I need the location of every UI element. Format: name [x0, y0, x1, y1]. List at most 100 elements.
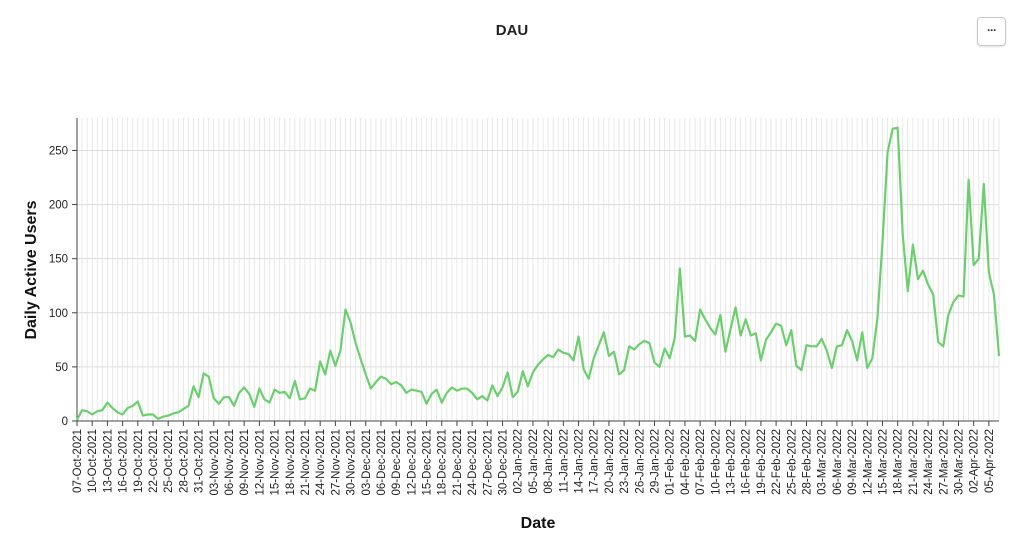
data-point [618, 373, 620, 375]
data-point [669, 357, 671, 359]
data-point [902, 234, 904, 236]
x-tick-label: 13-Oct-2021 [102, 429, 114, 493]
x-tick-label: 08-Jan-2022 [543, 429, 555, 494]
data-point [461, 387, 463, 389]
data-point [562, 352, 564, 354]
data-point [132, 405, 134, 407]
data-point [182, 408, 184, 410]
data-point [557, 348, 559, 350]
data-point [522, 370, 524, 372]
data-point [481, 395, 483, 397]
x-tick-label: 31-Oct-2021 [194, 429, 206, 493]
x-tick-label: 30-Nov-2021 [346, 429, 358, 495]
chart-menu-button[interactable]: ··· [977, 17, 1006, 46]
data-point [734, 306, 736, 308]
y-tick-label: 100 [49, 308, 68, 320]
x-tick-label: 24-Dec-2021 [467, 429, 479, 495]
data-point [593, 357, 595, 359]
data-point [425, 403, 427, 405]
data-point [826, 350, 828, 352]
grid [76, 118, 1000, 422]
data-point [208, 376, 210, 378]
x-tick-label: 25-Feb-2022 [786, 429, 798, 495]
data-point [431, 393, 433, 395]
data-point [810, 345, 812, 347]
data-point [932, 293, 934, 295]
data-point [714, 333, 716, 335]
data-point [973, 264, 975, 266]
data-point [436, 389, 438, 391]
x-tick-label: 19-Feb-2022 [756, 429, 768, 495]
x-tick-label: 06-Nov-2021 [224, 429, 236, 495]
x-tick-label: 15-Nov-2021 [270, 429, 282, 495]
y-axis-label: Daily Active Users [23, 200, 40, 339]
data-point [795, 365, 797, 367]
data-point [365, 373, 367, 375]
data-point [157, 418, 159, 420]
data-point [223, 396, 225, 398]
data-point [491, 384, 493, 386]
x-tick-label: 09-Nov-2021 [239, 429, 251, 495]
data-point [380, 376, 382, 378]
data-point [76, 419, 78, 421]
data-point [360, 358, 362, 360]
x-tick-label: 16-Oct-2021 [118, 429, 130, 493]
data-point [937, 341, 939, 343]
data-point [441, 402, 443, 404]
data-point [339, 350, 341, 352]
data-point [750, 334, 752, 336]
data-point [638, 343, 640, 345]
data-point [324, 373, 326, 375]
data-point [253, 406, 255, 408]
data-point [127, 407, 129, 409]
data-point [121, 413, 123, 415]
data-point [410, 389, 412, 391]
data-point [279, 392, 281, 394]
x-tick-label: 20-Jan-2022 [604, 429, 616, 494]
data-point [704, 318, 706, 320]
x-tick-label: 12-Dec-2021 [406, 429, 418, 495]
data-point [689, 334, 691, 336]
data-point [197, 396, 199, 398]
data-point [532, 371, 534, 373]
more-horizontal-icon: ··· [987, 22, 997, 37]
data-point [922, 269, 924, 271]
data-point [694, 340, 696, 342]
data-point [567, 353, 569, 355]
x-tick-label: 18-Dec-2021 [437, 429, 449, 495]
data-point [983, 183, 985, 185]
x-tick-label: 18-Mar-2022 [893, 429, 905, 495]
x-tick-label: 06-Dec-2021 [376, 429, 388, 495]
data-point [846, 329, 848, 331]
data-point [405, 392, 407, 394]
data-point [886, 152, 888, 154]
chart-title: DAU [495, 22, 529, 39]
data-point [628, 345, 630, 347]
x-tick-label: 02-Apr-2022 [969, 429, 981, 493]
data-point [476, 398, 478, 400]
data-point [385, 378, 387, 380]
x-tick-label: 01-Feb-2022 [665, 429, 677, 495]
data-point [805, 344, 807, 346]
data-point [831, 367, 833, 369]
data-point [512, 396, 514, 398]
x-tick-label: 05-Jan-2022 [528, 429, 540, 494]
data-point [664, 347, 666, 349]
data-point [881, 241, 883, 243]
x-tick-label: 13-Feb-2022 [726, 429, 738, 495]
data-point [770, 331, 772, 333]
data-point [998, 355, 1000, 357]
data-point [238, 392, 240, 394]
data-point [648, 342, 650, 344]
data-point [745, 318, 747, 320]
data-point [866, 367, 868, 369]
data-point [699, 308, 701, 310]
data-point [263, 398, 265, 400]
data-point [106, 402, 108, 404]
x-tick-label: 28-Oct-2021 [178, 429, 190, 493]
data-point [978, 258, 980, 260]
data-point [137, 400, 139, 402]
data-point [947, 314, 949, 316]
data-point [299, 398, 301, 400]
